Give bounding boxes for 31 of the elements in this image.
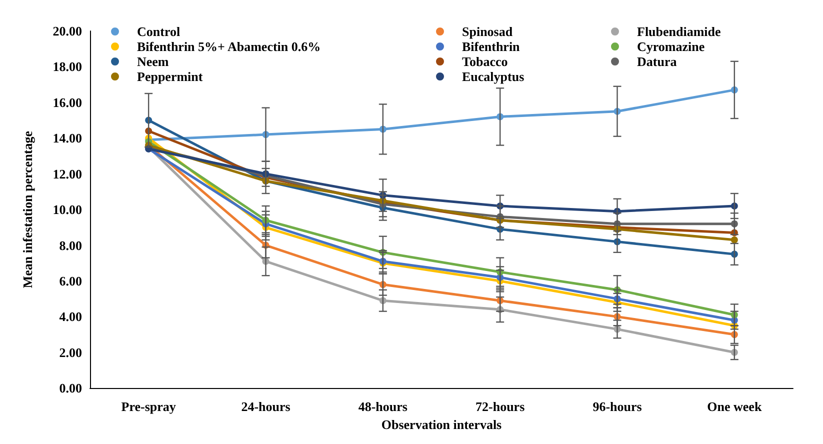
y-tick-label: 10.00: [52, 202, 82, 218]
point: [730, 236, 738, 244]
y-tick-label: 20.00: [52, 24, 82, 38]
x-tick-label: One week: [707, 399, 762, 414]
y-tick-label: 2.00: [59, 344, 82, 360]
x-tick-label: 48-hours: [358, 399, 408, 414]
y-tick-label: 18.00: [52, 59, 82, 74]
legend-label: Peppermint: [137, 69, 204, 84]
y-tick-label: 0.00: [59, 380, 82, 396]
x-axis-title: Observation intervals: [381, 417, 502, 432]
legend-label: Flubendiamide: [637, 24, 722, 39]
y-tick-label: 12.00: [52, 166, 82, 182]
y-tick-label: 6.00: [59, 273, 82, 288]
x-tick-label: 96-hours: [592, 399, 642, 414]
y-tick-label: 4.00: [59, 309, 82, 324]
legend-label: Neem: [137, 54, 169, 69]
legend-label: Bifenthrin 5%+ Abamectin 0.6%: [137, 39, 321, 54]
x-tick-label: Pre-spray: [121, 399, 176, 414]
x-tick-label: 24-hours: [241, 399, 290, 414]
legend-label: Cyromazine: [637, 39, 705, 54]
legend-label: Tobacco: [462, 54, 508, 69]
x-tick-label: 72-hours: [476, 399, 525, 414]
legend-label: Control: [137, 24, 180, 39]
y-tick-label: 16.00: [52, 94, 82, 110]
y-axis-title: Mean infestation percentage: [20, 130, 35, 288]
legend-label: Eucalyptus: [462, 69, 524, 84]
legend-label: Spinosad: [462, 24, 514, 39]
legend-label: Bifenthrin: [462, 39, 521, 54]
y-tick-label: 14.00: [52, 130, 82, 146]
y-tick-label: 8.00: [59, 238, 82, 253]
legend-label: Datura: [637, 54, 678, 69]
